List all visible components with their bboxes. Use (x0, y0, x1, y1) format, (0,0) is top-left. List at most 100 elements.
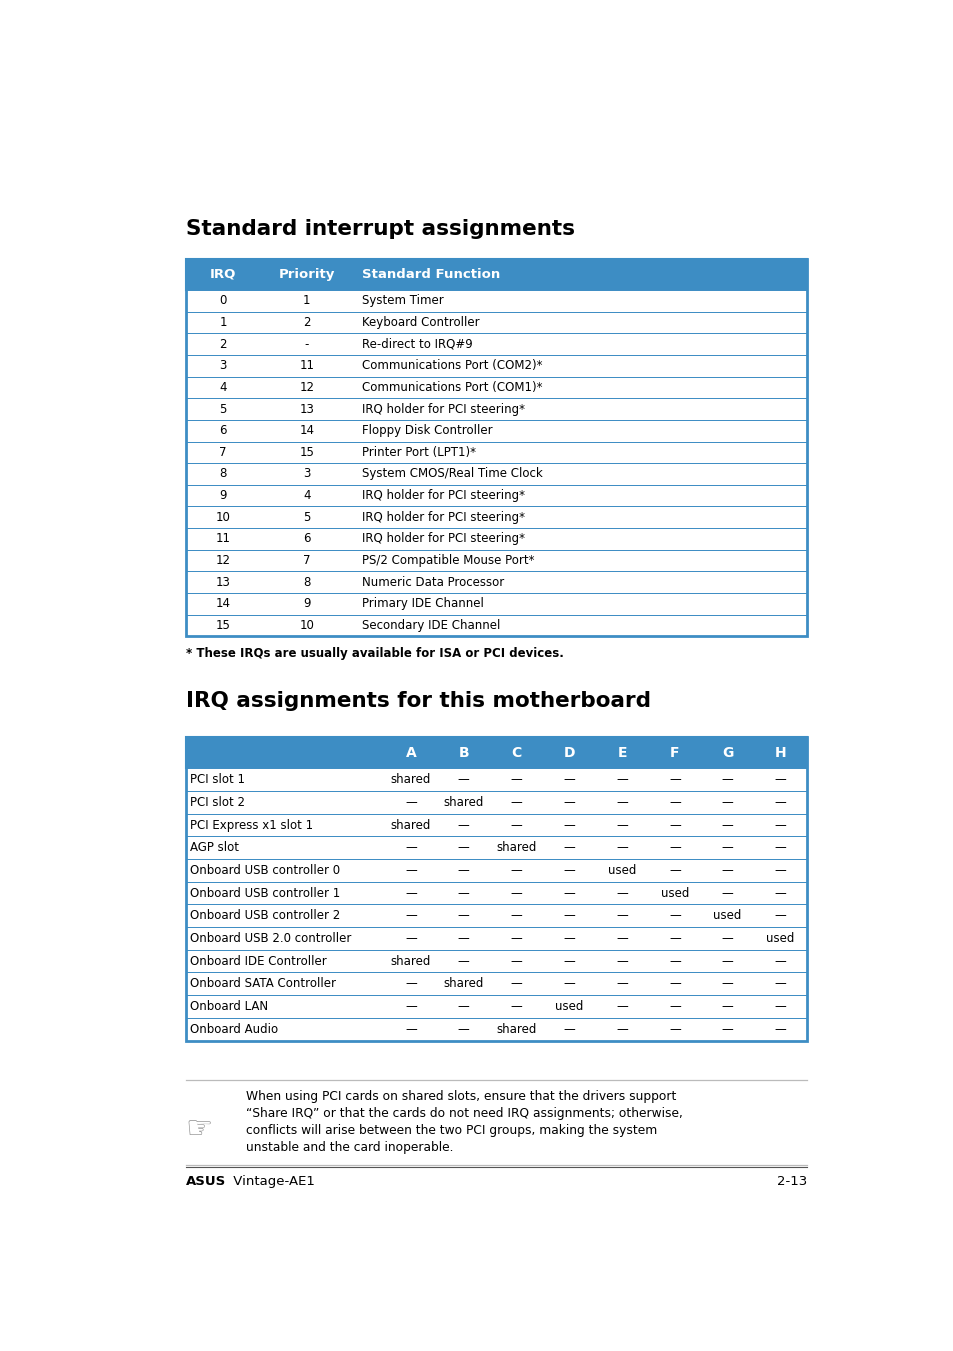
Text: used: used (660, 886, 688, 900)
Bar (186, 859, 806, 882)
Text: Onboard LAN: Onboard LAN (190, 1000, 268, 1013)
Bar (186, 355, 806, 377)
Text: —: — (668, 863, 680, 877)
Bar (186, 813, 806, 836)
Text: —: — (405, 796, 416, 809)
Text: E: E (617, 746, 626, 759)
Text: —: — (405, 863, 416, 877)
Text: Priority: Priority (278, 267, 335, 281)
Text: —: — (616, 773, 627, 786)
Text: ☞: ☞ (185, 1116, 213, 1144)
Text: —: — (563, 819, 575, 832)
Text: —: — (668, 773, 680, 786)
Text: 7: 7 (303, 554, 311, 567)
Text: —: — (668, 819, 680, 832)
Text: —: — (774, 819, 785, 832)
Text: —: — (563, 863, 575, 877)
Text: —: — (457, 932, 469, 944)
Text: —: — (510, 819, 522, 832)
Text: —: — (457, 1023, 469, 1036)
Text: IRQ holder for PCI steering*: IRQ holder for PCI steering* (362, 489, 525, 503)
Text: Keyboard Controller: Keyboard Controller (362, 316, 479, 330)
Text: —: — (774, 863, 785, 877)
Text: —: — (774, 773, 785, 786)
Text: 9: 9 (219, 489, 227, 503)
Bar (186, 615, 806, 636)
Text: 8: 8 (303, 576, 311, 589)
Bar (186, 950, 806, 973)
Text: —: — (668, 1000, 680, 1013)
Text: -: - (304, 338, 309, 351)
Text: Onboard USB controller 1: Onboard USB controller 1 (190, 886, 340, 900)
Text: 2: 2 (219, 338, 227, 351)
Text: 15: 15 (215, 619, 231, 632)
Bar (186, 550, 806, 571)
Text: —: — (616, 819, 627, 832)
Text: —: — (774, 955, 785, 967)
Bar (186, 904, 806, 927)
Text: 14: 14 (215, 597, 231, 611)
Text: —: — (405, 909, 416, 923)
Text: System CMOS/Real Time Clock: System CMOS/Real Time Clock (362, 467, 542, 481)
Bar (186, 738, 806, 1040)
Text: 5: 5 (303, 511, 311, 524)
Text: IRQ holder for PCI steering*: IRQ holder for PCI steering* (362, 511, 525, 524)
Bar (186, 334, 806, 355)
Text: * These IRQs are usually available for ISA or PCI devices.: * These IRQs are usually available for I… (186, 647, 563, 659)
Text: Standard interrupt assignments: Standard interrupt assignments (186, 219, 575, 239)
Text: 12: 12 (299, 381, 314, 394)
Text: —: — (563, 1023, 575, 1036)
Bar (186, 738, 806, 769)
Text: —: — (563, 773, 575, 786)
Text: —: — (721, 842, 733, 854)
Text: F: F (669, 746, 679, 759)
Bar (186, 927, 806, 950)
Text: 13: 13 (299, 403, 314, 416)
Text: —: — (616, 1000, 627, 1013)
Text: 6: 6 (219, 424, 227, 438)
Text: Secondary IDE Channel: Secondary IDE Channel (362, 619, 500, 632)
Text: —: — (510, 863, 522, 877)
Text: —: — (721, 773, 733, 786)
Text: —: — (457, 886, 469, 900)
Text: —: — (721, 819, 733, 832)
Text: H: H (774, 746, 785, 759)
Text: 10: 10 (215, 511, 231, 524)
Text: —: — (405, 1000, 416, 1013)
Text: 7: 7 (219, 446, 227, 459)
Text: —: — (721, 796, 733, 809)
Text: 12: 12 (215, 554, 231, 567)
Text: used: used (713, 909, 741, 923)
Text: 0: 0 (219, 295, 227, 308)
Text: IRQ assignments for this motherboard: IRQ assignments for this motherboard (186, 692, 650, 712)
Text: —: — (668, 955, 680, 967)
Bar (186, 312, 806, 334)
Text: 3: 3 (303, 467, 311, 481)
Text: used: used (765, 932, 794, 944)
Bar (186, 973, 806, 996)
Text: —: — (405, 886, 416, 900)
Text: Floppy Disk Controller: Floppy Disk Controller (362, 424, 493, 438)
Text: PCI Express x1 slot 1: PCI Express x1 slot 1 (190, 819, 313, 832)
Text: 6: 6 (303, 532, 311, 546)
Bar (186, 792, 806, 813)
Text: —: — (510, 977, 522, 990)
Bar (186, 290, 806, 312)
Text: —: — (668, 1023, 680, 1036)
Text: System Timer: System Timer (362, 295, 444, 308)
Text: —: — (616, 842, 627, 854)
Text: —: — (774, 886, 785, 900)
Text: —: — (668, 977, 680, 990)
Text: —: — (457, 773, 469, 786)
Text: —: — (616, 1023, 627, 1036)
Text: AGP slot: AGP slot (190, 842, 239, 854)
Text: Onboard USB controller 2: Onboard USB controller 2 (190, 909, 340, 923)
Text: shared: shared (391, 955, 431, 967)
Text: When using PCI cards on shared slots, ensure that the drivers support
“Share IRQ: When using PCI cards on shared slots, en… (246, 1090, 682, 1155)
Text: —: — (563, 909, 575, 923)
Text: shared: shared (391, 773, 431, 786)
Text: G: G (721, 746, 733, 759)
Text: —: — (405, 932, 416, 944)
Text: 14: 14 (299, 424, 314, 438)
Text: —: — (457, 1000, 469, 1013)
